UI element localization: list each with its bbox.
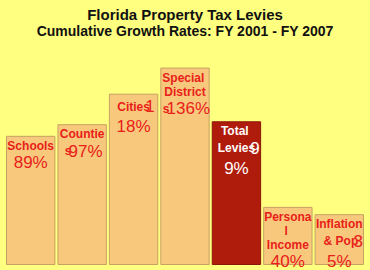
svg-text:136%: 136% (167, 99, 210, 118)
svg-text:3: 3 (354, 232, 363, 251)
svg-text:Total: Total (221, 124, 252, 138)
svg-text:18%: 18% (117, 117, 151, 136)
svg-text:5%: 5% (327, 252, 352, 270)
svg-text:9%: 9% (224, 159, 249, 178)
svg-text:Cumulative Growth Rates: FY 20: Cumulative Growth Rates: FY 2001 - FY 20… (37, 23, 334, 39)
svg-text:Inflation: Inflation (316, 217, 363, 231)
svg-text:9: 9 (250, 139, 259, 158)
svg-text:1: 1 (145, 97, 154, 116)
svg-text:Special: Special (162, 71, 207, 85)
svg-text:97%: 97% (68, 142, 102, 161)
svg-text:District: District (164, 85, 205, 99)
svg-text:Levies: Levies (217, 141, 256, 156)
svg-text:Florida Property Tax Levies: Florida Property Tax Levies (87, 6, 283, 23)
svg-text:Cities: Cities (117, 99, 150, 114)
svg-text:89%: 89% (14, 153, 48, 172)
svg-text:Countie: Countie (60, 127, 105, 141)
svg-text:Schools: Schools (7, 139, 54, 153)
svg-text:Income: Income (267, 238, 309, 252)
svg-text:& Pop: & Pop (320, 234, 359, 249)
svg-text:Persona: Persona (264, 210, 312, 224)
svg-text:l: l (285, 224, 292, 238)
svg-text:40%: 40% (271, 252, 305, 270)
